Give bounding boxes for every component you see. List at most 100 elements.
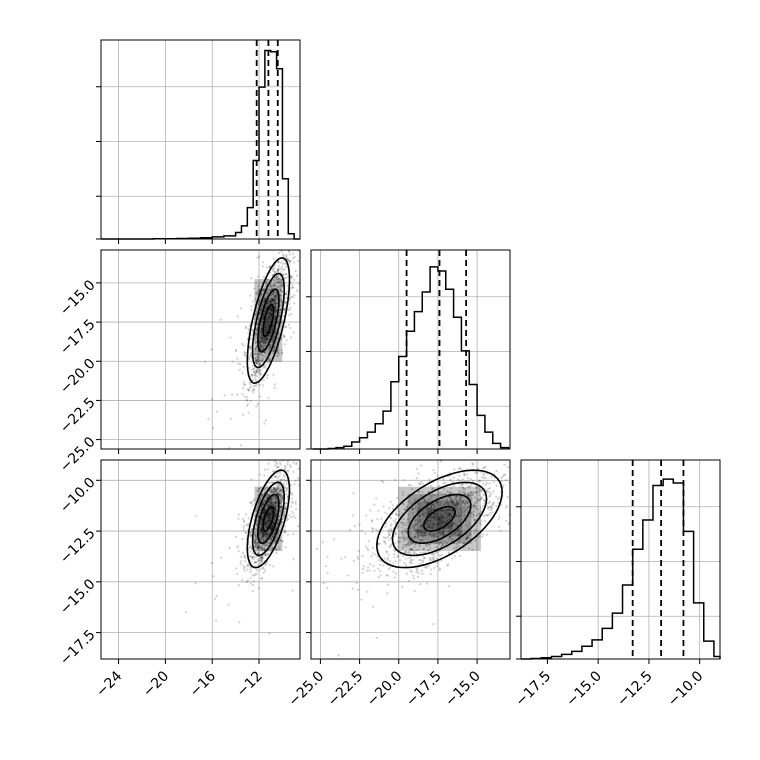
sample-point	[377, 509, 380, 512]
sample-point	[401, 523, 404, 526]
sample-point	[271, 298, 274, 301]
sample-point	[270, 299, 273, 302]
sample-point	[427, 565, 430, 568]
sample-point	[288, 253, 291, 256]
sample-point	[483, 499, 486, 502]
sample-point	[432, 516, 436, 519]
x-tick-label: −15.0	[563, 668, 605, 710]
sample-point	[301, 503, 303, 505]
sample-point	[265, 554, 268, 557]
sample-point	[255, 542, 258, 545]
sample-point	[280, 289, 283, 292]
sample-point	[279, 289, 282, 292]
sample-point	[278, 494, 281, 497]
sample-point	[265, 280, 268, 283]
sample-point	[270, 528, 273, 531]
sample-point	[264, 522, 267, 525]
sample-point	[495, 495, 498, 498]
sample-point	[474, 539, 477, 542]
sample-point	[393, 576, 396, 579]
sample-point	[304, 439, 306, 441]
sample-point	[277, 269, 280, 272]
sample-point	[562, 477, 564, 479]
sample-point	[478, 513, 481, 516]
sample-point	[251, 374, 254, 377]
sample-point	[423, 499, 427, 502]
sample-point	[466, 491, 469, 495]
sample-point	[256, 403, 259, 406]
sample-point	[401, 546, 404, 549]
sample-point	[254, 544, 257, 547]
sample-point	[438, 517, 441, 520]
sample-point	[269, 527, 272, 531]
sample-point	[297, 478, 300, 481]
sample-point	[266, 338, 269, 341]
sample-point	[556, 472, 558, 474]
sample-point	[242, 564, 245, 567]
sample-point	[260, 576, 263, 580]
sample-point	[428, 558, 431, 561]
sample-point	[254, 372, 257, 375]
sample-point	[267, 304, 270, 307]
sample-point	[463, 511, 466, 514]
sample-point	[263, 554, 266, 557]
sample-point	[256, 520, 259, 523]
sample-point	[560, 529, 562, 531]
sample-point	[467, 506, 470, 509]
sample-point	[251, 528, 254, 531]
sample-point	[267, 315, 270, 319]
sample-point	[279, 288, 282, 292]
sample-point	[442, 534, 445, 537]
sample-point	[405, 530, 408, 533]
sample-point	[259, 343, 262, 347]
sample-point	[274, 489, 278, 492]
sample-point	[241, 537, 244, 541]
sample-point	[252, 368, 256, 371]
sample-point	[467, 500, 470, 503]
sample-point	[270, 313, 274, 316]
sample-point	[257, 356, 260, 359]
sample-point	[412, 574, 415, 577]
sample-point	[265, 331, 268, 334]
sample-point	[455, 530, 458, 533]
sample-point	[484, 483, 487, 486]
sample-point	[277, 260, 280, 263]
sample-point	[272, 267, 275, 270]
sample-point	[272, 321, 276, 324]
sample-point	[260, 332, 263, 335]
sample-point	[274, 513, 278, 516]
sample-point	[437, 531, 441, 534]
sample-point	[279, 505, 282, 508]
sample-point	[469, 511, 472, 515]
sample-point	[278, 267, 281, 270]
sample-point	[438, 516, 441, 519]
sample-point	[271, 292, 275, 295]
sample-point	[278, 442, 280, 444]
sample-point	[382, 481, 385, 484]
sample-point	[257, 354, 260, 357]
density-cell	[398, 486, 481, 552]
sample-point	[488, 500, 491, 503]
sample-point	[487, 487, 490, 490]
sample-point	[270, 282, 273, 286]
sample-point	[295, 463, 298, 466]
sample-point	[265, 535, 268, 539]
sample-point	[254, 531, 258, 534]
sample-point	[344, 212, 346, 214]
sample-point	[260, 333, 263, 337]
sample-point	[284, 276, 287, 279]
sample-point	[253, 287, 256, 290]
sample-point	[356, 555, 359, 559]
sample-point	[408, 499, 411, 503]
sample-point	[276, 491, 279, 494]
sample-point	[420, 530, 424, 534]
sample-point	[278, 311, 282, 314]
sample-point	[263, 468, 267, 471]
sample-point	[451, 500, 454, 503]
sample-point	[269, 500, 272, 503]
sample-point	[432, 558, 436, 561]
sample-point	[429, 494, 432, 497]
sample-point	[368, 569, 371, 572]
sample-point	[468, 534, 471, 537]
sample-point	[472, 509, 475, 513]
